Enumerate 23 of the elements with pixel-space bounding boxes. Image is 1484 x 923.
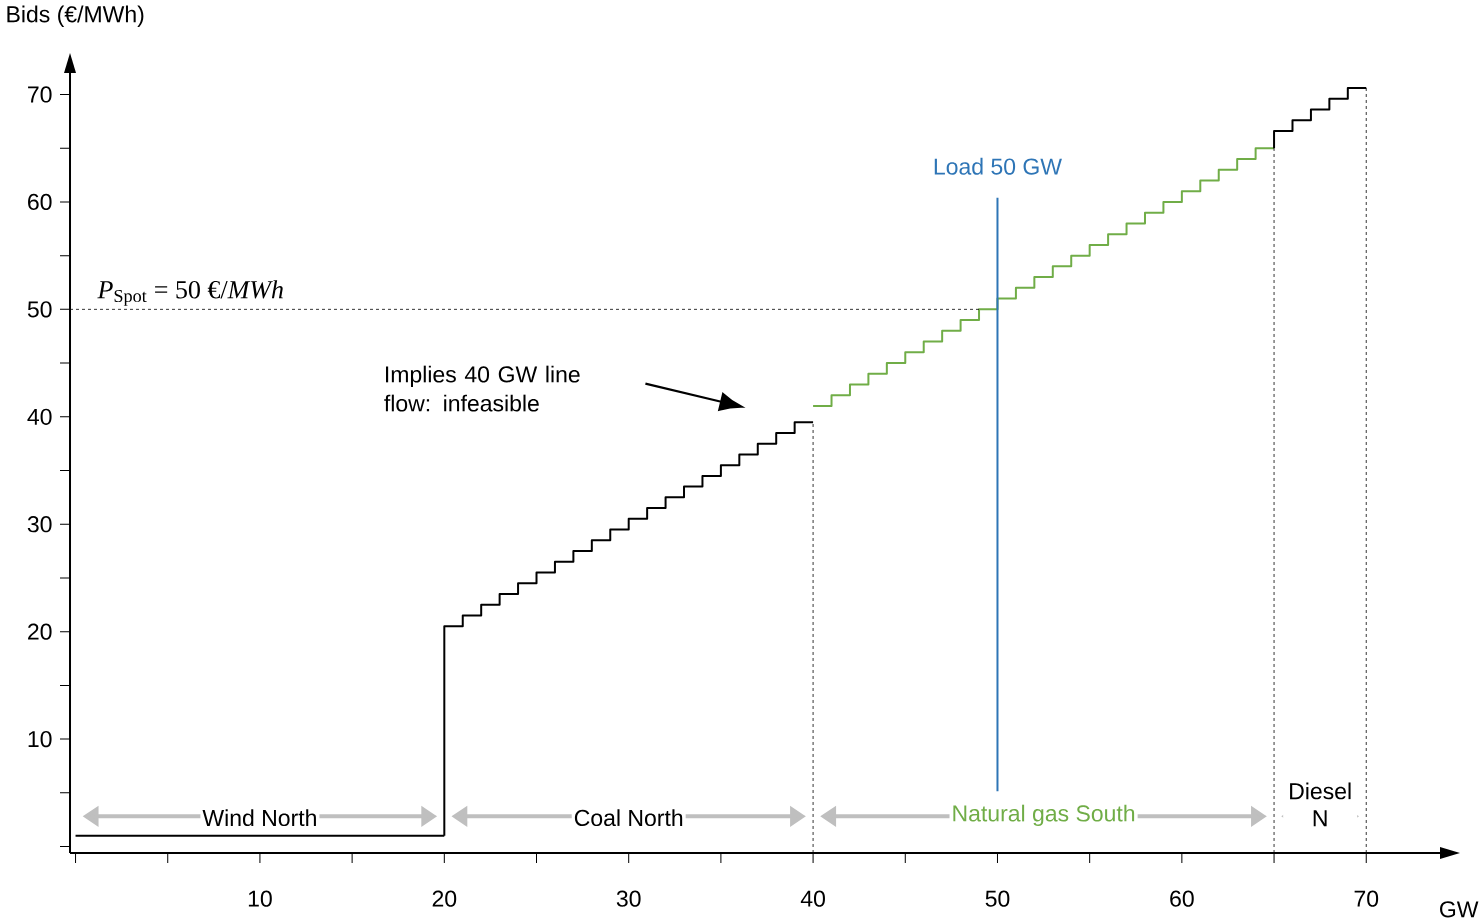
x-tick-label: 30 xyxy=(616,890,641,907)
y-tick-label: 20 xyxy=(28,623,52,640)
y-tick-label: 40 xyxy=(27,408,52,425)
annotation: Implies 40 GW line flow: infeasible xyxy=(384,365,580,412)
x-tick-label: 50 xyxy=(985,890,1010,907)
annotation: Diesel N xyxy=(1290,782,1351,827)
annotation: Wind North xyxy=(202,809,316,827)
ref-line-label: Load 50 GW xyxy=(934,157,1062,175)
y-axis-title: Bids (€/MWh) xyxy=(7,5,144,27)
x-tick-label: 40 xyxy=(800,890,825,907)
x-tick-label: 60 xyxy=(1170,890,1194,907)
y-tick-label: 10 xyxy=(28,730,52,748)
annotation: Natural gas South xyxy=(953,804,1135,827)
x-tick-label: 20 xyxy=(432,890,457,907)
annotation: Coal North xyxy=(574,809,683,827)
y-tick-label: 70 xyxy=(28,86,52,103)
x-axis-title: GW xyxy=(1440,901,1479,918)
y-tick-label: 50 xyxy=(27,301,52,318)
x-tick-label: 70 xyxy=(1354,890,1379,907)
ref-line-label: P$_{Spot}$ = 50 €/MWh xyxy=(97,280,283,306)
y-tick-label: 60 xyxy=(28,193,52,211)
x-tick-label: 10 xyxy=(248,890,272,907)
y-tick-label: 30 xyxy=(27,516,52,533)
